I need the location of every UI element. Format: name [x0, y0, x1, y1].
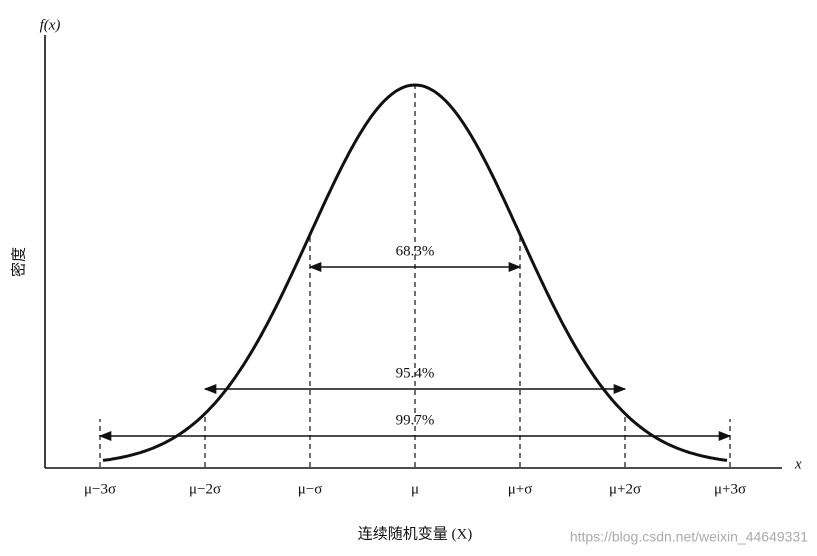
annotations: μ−3σ μ−2σ μ−σ μ μ+σ μ+2σ μ+3σ 68.3% 95.4% 99.7%: [84, 85, 746, 497]
x-tick-label: μ−σ: [298, 481, 323, 497]
y-axis-label: f(x): [40, 17, 61, 33]
x-tick-label: μ: [411, 481, 419, 497]
x-tick-label: μ−3σ: [84, 481, 116, 497]
x-tick-label: μ+σ: [508, 481, 533, 497]
x-tick-label: μ+3σ: [714, 481, 746, 497]
x-axis-title: 连续随机变量 (X): [358, 525, 473, 542]
x-tick-label: μ+2σ: [609, 481, 641, 497]
watermark: https://blog.csdn.net/weixin_44649331: [570, 529, 808, 545]
interval-label: 68.3%: [396, 243, 435, 259]
interval-label: 95.4%: [396, 365, 435, 381]
x-axis-label: x: [794, 456, 802, 472]
x-tick-label: μ−2σ: [189, 481, 221, 497]
interval-label: 99.7%: [396, 412, 435, 428]
y-axis-title: 密度: [10, 247, 27, 277]
